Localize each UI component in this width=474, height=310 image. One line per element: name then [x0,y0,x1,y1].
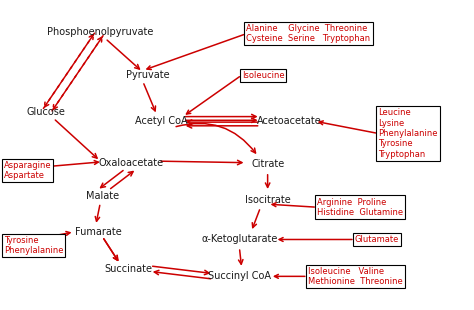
Text: Oxaloacetate: Oxaloacetate [99,158,164,168]
Text: α-Ketoglutarate: α-Ketoglutarate [201,234,278,245]
Text: Acetyl CoA: Acetyl CoA [135,116,188,126]
Text: Succinyl CoA: Succinyl CoA [208,271,271,281]
Text: Glutamate: Glutamate [355,235,399,244]
Text: Succinate: Succinate [105,264,153,274]
Text: Asparagine
Aspartate: Asparagine Aspartate [4,161,51,180]
Text: Isoleucine   Valine
Methionine  Threonine: Isoleucine Valine Methionine Threonine [308,267,402,286]
Text: Fumarate: Fumarate [74,227,121,237]
Text: Isocitrate: Isocitrate [245,195,291,205]
Text: Isoleucine: Isoleucine [242,71,284,80]
Text: Phosphoenolpyruvate: Phosphoenolpyruvate [47,27,154,37]
Text: Glucose: Glucose [27,107,65,117]
Text: Tyrosine
Phenylalanine: Tyrosine Phenylalanine [4,236,63,255]
Text: Acetoacetate: Acetoacetate [256,116,321,126]
Text: Leucine
Lysine
Phenylalanine
Tyrosine
Tryptophan: Leucine Lysine Phenylalanine Tyrosine Tr… [378,108,438,159]
Text: Malate: Malate [86,192,119,202]
Text: Arginine  Proline
Histidine  Glutamine: Arginine Proline Histidine Glutamine [317,197,403,217]
Text: Alanine    Glycine  Threonine
Cysteine  Serine   Tryptophan: Alanine Glycine Threonine Cysteine Serin… [246,24,371,43]
Text: Pyruvate: Pyruvate [126,70,169,80]
Text: Citrate: Citrate [251,159,284,169]
